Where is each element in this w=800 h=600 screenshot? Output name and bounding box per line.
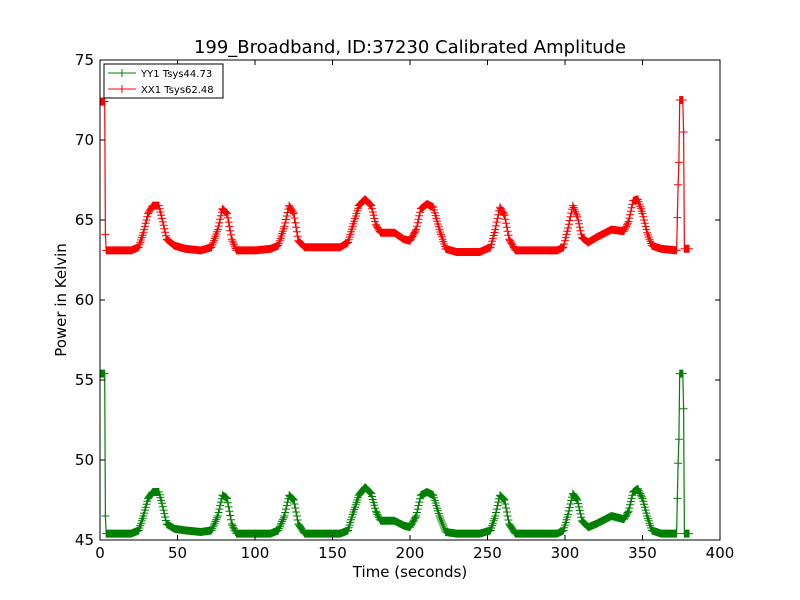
series-1 bbox=[100, 369, 693, 538]
y-axis-label: Power in Kelvin bbox=[52, 243, 70, 357]
legend-box bbox=[103, 63, 224, 99]
x-tick-label: 100 bbox=[241, 544, 270, 562]
series-layer bbox=[100, 96, 693, 538]
y-axis: 45 50 55 60 65 70 75 bbox=[75, 51, 720, 549]
legend-entry-yy1: YY1 Tsys44.73 bbox=[108, 69, 212, 80]
legend-entry-xx1: XX1 Tsys62.48 bbox=[108, 85, 214, 96]
y-tick-label: 60 bbox=[75, 291, 94, 309]
x-axis: 0 50 100 150 200 250 300 350 400 bbox=[95, 60, 734, 562]
x-axis-label: Time (seconds) bbox=[352, 563, 468, 581]
y-tick-label: 70 bbox=[75, 131, 94, 149]
series-2 bbox=[100, 96, 693, 256]
x-tick-label: 150 bbox=[318, 544, 347, 562]
legend: YY1 Tsys44.73 XX1 Tsys62.48 bbox=[103, 63, 224, 99]
y-tick-label: 75 bbox=[75, 51, 94, 69]
y-tick-label: 50 bbox=[75, 451, 94, 469]
y-tick-label: 65 bbox=[75, 211, 94, 229]
x-tick-label: 350 bbox=[628, 544, 657, 562]
x-tick-label: 50 bbox=[168, 544, 187, 562]
legend-label-yy1: YY1 Tsys44.73 bbox=[140, 69, 212, 80]
legend-label-xx1: XX1 Tsys62.48 bbox=[141, 85, 214, 96]
x-tick-label: 300 bbox=[551, 544, 580, 562]
series-markers bbox=[100, 369, 693, 538]
x-tick-label: 400 bbox=[706, 544, 735, 562]
y-tick-label: 55 bbox=[75, 371, 94, 389]
x-tick-label: 200 bbox=[396, 544, 425, 562]
x-tick-label: 250 bbox=[473, 544, 502, 562]
y-tick-label: 45 bbox=[75, 531, 94, 549]
chart-title: 199_Broadband, ID:37230 Calibrated Ampli… bbox=[194, 37, 626, 58]
series-markers bbox=[100, 96, 693, 256]
x-tick-label: 0 bbox=[95, 544, 105, 562]
